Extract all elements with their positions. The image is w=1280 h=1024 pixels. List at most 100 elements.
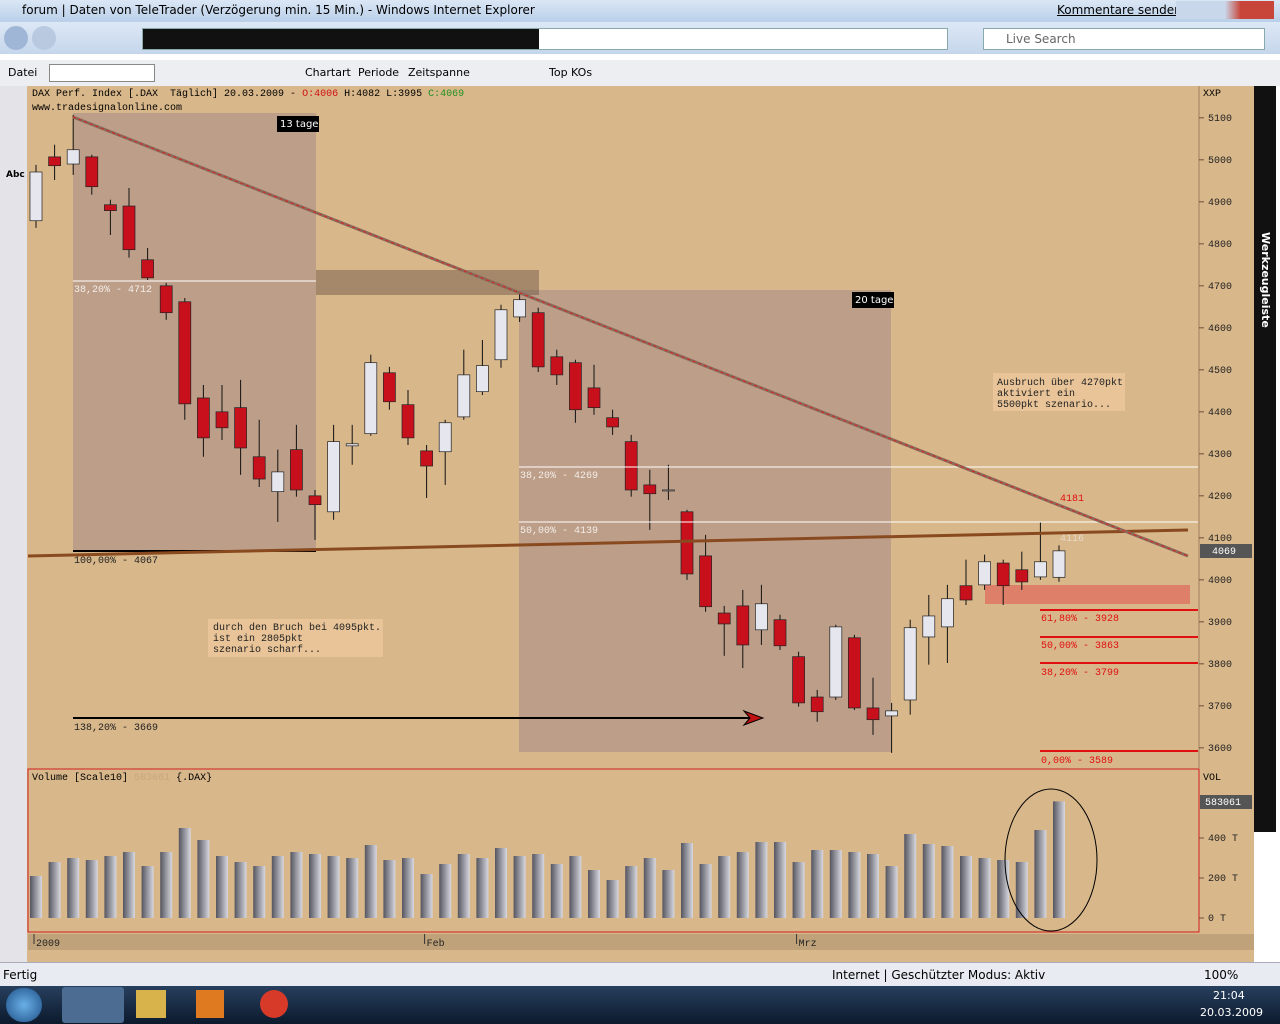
volume-bar — [476, 858, 489, 918]
candle-body — [513, 299, 526, 318]
candle-body — [941, 598, 954, 628]
volume-bar — [550, 864, 563, 918]
top-kos-button[interactable]: Top KOs — [549, 66, 593, 79]
volume-bar — [178, 828, 191, 918]
taskbar-media[interactable] — [196, 990, 224, 1018]
volume-bar — [997, 860, 1010, 918]
volume-axis-label: VOL — [1203, 773, 1221, 784]
x-tick-label: Mrz — [799, 939, 817, 950]
support-trendline — [27, 528, 1189, 558]
candle-body — [699, 555, 712, 608]
taskbar-app[interactable] — [260, 990, 288, 1018]
volume-bar — [588, 870, 600, 918]
candle-body — [457, 374, 471, 418]
arrow-head — [742, 709, 765, 727]
volume-bar — [327, 856, 340, 918]
volume-bar — [402, 858, 414, 918]
volume-bar — [978, 858, 991, 918]
candle-body — [569, 362, 582, 411]
candle-body — [383, 372, 396, 403]
y-tick-label: 4400 — [1208, 408, 1232, 419]
menu-file[interactable]: Datei — [8, 66, 38, 79]
volume-bar — [681, 843, 693, 918]
menu-period[interactable]: Periode — [358, 66, 400, 79]
volume-bar — [234, 862, 247, 918]
annotation: 61,80% - 3928 — [1041, 614, 1119, 625]
annotation: 100,00% - 4067 — [74, 556, 158, 567]
volume-bar — [123, 852, 135, 918]
volume-bar — [922, 844, 935, 918]
volume-bar — [960, 856, 972, 918]
candle-body — [104, 204, 117, 211]
candle-body — [438, 422, 452, 453]
annotation: 50,00% - 4139 — [520, 526, 598, 537]
chart-header: DAX Perf. Index [.DAX Täglich] 20.03.200… — [32, 88, 464, 100]
x-tick-label: 2009 — [36, 939, 60, 950]
candle-body — [364, 362, 378, 435]
candle-body — [773, 619, 787, 647]
volume-bar — [160, 852, 173, 918]
menu-timespan[interactable]: Zeitspanne — [408, 66, 470, 79]
taskbar-explorer[interactable] — [136, 990, 166, 1018]
annotation: 50,00% - 3863 — [1041, 641, 1119, 652]
volume-bar — [792, 862, 805, 918]
note-line: Ausbruch über 4270pkt — [997, 377, 1123, 389]
price-flag — [1200, 544, 1252, 558]
taskbar-ie[interactable] — [62, 987, 124, 1023]
volume-bar — [755, 842, 768, 918]
candle-body — [197, 397, 210, 439]
candle-body — [606, 417, 619, 428]
price-axis-label: XXP — [1203, 89, 1221, 100]
y-tick-label: 3900 — [1208, 618, 1232, 629]
header-close: C:4069 — [428, 89, 464, 100]
candle-body — [122, 205, 136, 251]
tool-sidebar: Werkzeugleiste — [1254, 86, 1276, 832]
volume-bar — [513, 856, 526, 918]
volume-bar — [606, 880, 619, 918]
start-button[interactable] — [6, 988, 42, 1022]
candle-body — [29, 171, 43, 222]
y-tick-label: 4200 — [1208, 492, 1232, 503]
search-placeholder: Live Search — [1006, 32, 1076, 46]
symbol-input[interactable] — [49, 64, 155, 82]
y-tick-label: 3800 — [1208, 660, 1232, 671]
website: www.tradesignalonline.com — [32, 102, 182, 114]
header-high: H:4082 — [344, 89, 380, 100]
highlight-ellipse — [1004, 788, 1098, 932]
candle-body — [736, 605, 750, 646]
candle-body — [717, 612, 731, 625]
back-button[interactable] — [4, 26, 28, 50]
volume-bar — [736, 852, 749, 918]
note-box — [993, 373, 1125, 411]
volume-bar — [457, 854, 470, 918]
note-box — [208, 619, 383, 657]
volume-bar — [346, 858, 359, 918]
volume-symbol: {.DAX} — [176, 772, 212, 784]
y-tick-label: 4500 — [1208, 366, 1232, 377]
y-tick-label: 4000 — [1208, 576, 1232, 587]
resistance-zone — [316, 270, 539, 295]
y-tick-label: 0 T — [1208, 914, 1226, 925]
price-flag-label: 4069 — [1212, 547, 1236, 558]
forward-button[interactable] — [32, 26, 56, 50]
window-buttons[interactable] — [1176, 1, 1274, 19]
volume-bar — [1034, 830, 1047, 918]
text-tool[interactable]: Abc — [6, 170, 25, 180]
zoom-level[interactable]: 100% — [1204, 968, 1239, 982]
y-tick-label: 400 T — [1208, 834, 1238, 845]
sidebar-label: Werkzeugleiste — [1259, 232, 1272, 328]
volume-bar — [383, 860, 396, 918]
volume-bar — [643, 858, 656, 918]
y-tick-label: 4600 — [1208, 324, 1232, 335]
label-box — [852, 292, 894, 308]
feedback-link[interactable]: Kommentare senden — [1057, 3, 1182, 17]
url-field[interactable] — [142, 28, 948, 50]
annotation: 20 tage — [855, 295, 893, 306]
menu-charttype[interactable]: Chartart — [305, 66, 351, 79]
header-label: DAX Perf. Index [.DAX Täglich] 20.03.200… — [32, 88, 296, 100]
candle-body — [494, 309, 508, 361]
candle-body — [85, 156, 99, 188]
annotation: 13 tage — [280, 119, 318, 130]
candle-body — [1034, 561, 1047, 578]
search-field[interactable]: Live Search — [983, 28, 1265, 50]
